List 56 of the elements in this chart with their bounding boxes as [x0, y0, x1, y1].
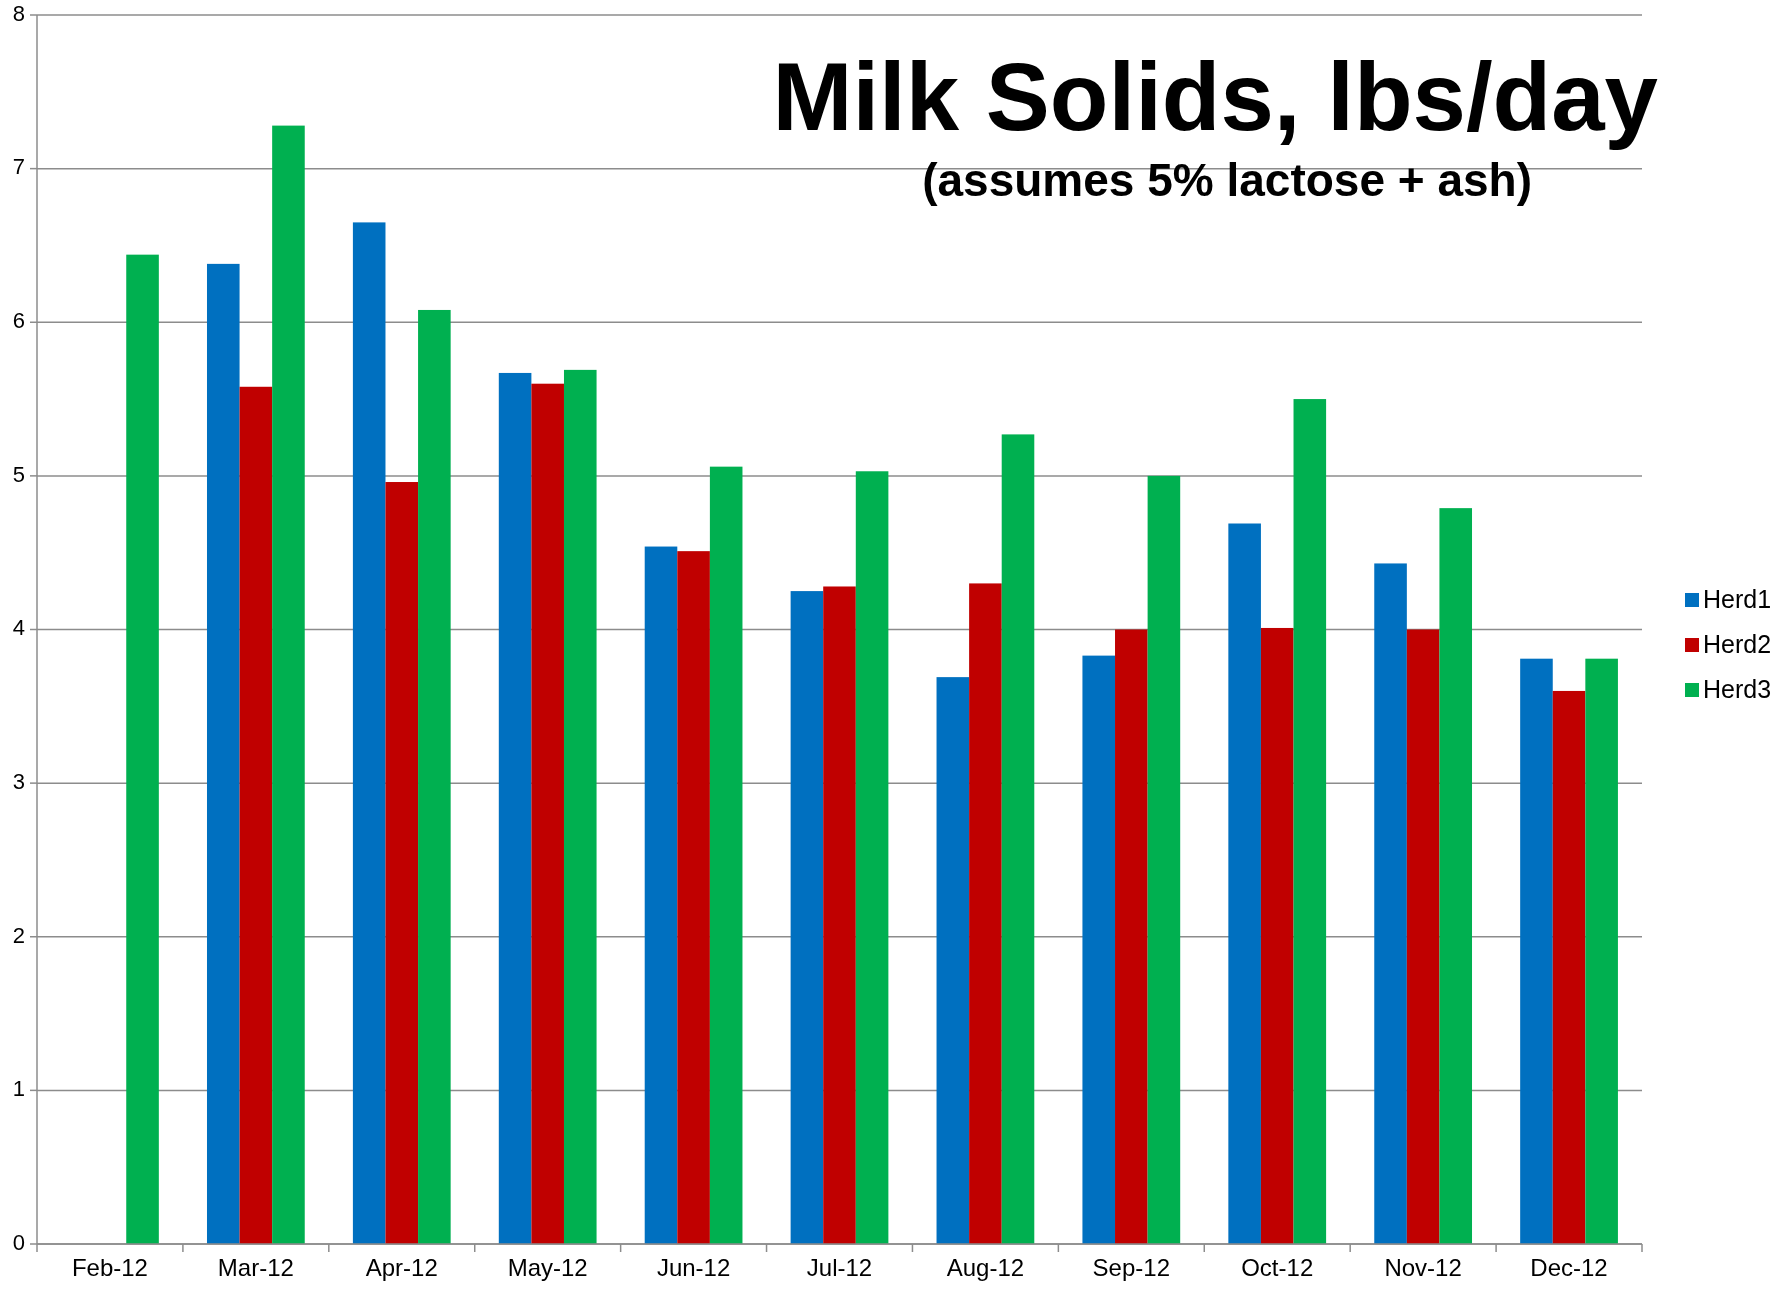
bar: [936, 677, 970, 1244]
y-tick-label: 5: [12, 461, 25, 487]
x-tick-label: Nov-12: [1384, 1254, 1462, 1281]
x-tick-label: Mar-12: [217, 1254, 294, 1281]
bar: [206, 263, 240, 1244]
bar: [1585, 658, 1618, 1244]
bar: [1520, 658, 1553, 1244]
bar: [1374, 563, 1407, 1244]
y-tick-label: 0: [12, 1229, 25, 1255]
bar: [1293, 399, 1327, 1244]
bar: [385, 482, 419, 1244]
y-tick-label: 1: [12, 1076, 25, 1102]
bar: [272, 125, 305, 1244]
x-tick-label: Sep-12: [1092, 1254, 1171, 1281]
y-tick-label: 7: [12, 154, 25, 180]
bar: [1552, 690, 1586, 1244]
bar: [352, 222, 386, 1244]
bar: [1082, 655, 1116, 1244]
bar: [498, 372, 532, 1244]
bar: [855, 471, 889, 1244]
y-tick-label: 2: [12, 922, 25, 948]
bar: [126, 254, 159, 1244]
bar: [1260, 627, 1294, 1244]
bar: [1001, 434, 1035, 1244]
x-tick-label: Oct-12: [1241, 1254, 1314, 1281]
legend-label: Herd3: [1703, 674, 1772, 703]
y-tick-label: 6: [12, 308, 25, 334]
bar: [1439, 508, 1473, 1244]
bar: [1228, 523, 1261, 1244]
bar: [644, 546, 678, 1244]
bar: [563, 369, 597, 1244]
x-tick-label: Apr-12: [365, 1254, 438, 1281]
y-tick-label: 3: [12, 768, 25, 794]
y-tick-label: 8: [12, 0, 25, 26]
bar: [1115, 629, 1148, 1244]
bar: [418, 309, 451, 1244]
bar: [709, 466, 743, 1244]
legend-label: Herd1: [1703, 584, 1772, 613]
bar: [1406, 629, 1440, 1244]
x-tick-label: Aug-12: [946, 1254, 1025, 1281]
bar: [531, 383, 564, 1244]
x-tick-label: Jun-12: [656, 1254, 731, 1281]
x-tick-label: Feb-12: [71, 1254, 148, 1281]
bar: [969, 583, 1002, 1244]
bar: [823, 586, 856, 1244]
x-tick-label: Dec-12: [1530, 1254, 1608, 1281]
text: (assumes 5% lactose + ash): [922, 154, 1532, 206]
x-tick-label: May-12: [507, 1254, 588, 1281]
y-tick-label: 4: [12, 615, 25, 641]
bar: [1147, 475, 1181, 1244]
x-tick-label: Jul-12: [806, 1254, 873, 1281]
bar: [677, 551, 710, 1244]
bar: [790, 591, 824, 1244]
legend-label: Herd2: [1703, 629, 1772, 658]
chart-title: Milk Solids, lbs/day: [772, 43, 1658, 150]
bar: [239, 386, 273, 1244]
